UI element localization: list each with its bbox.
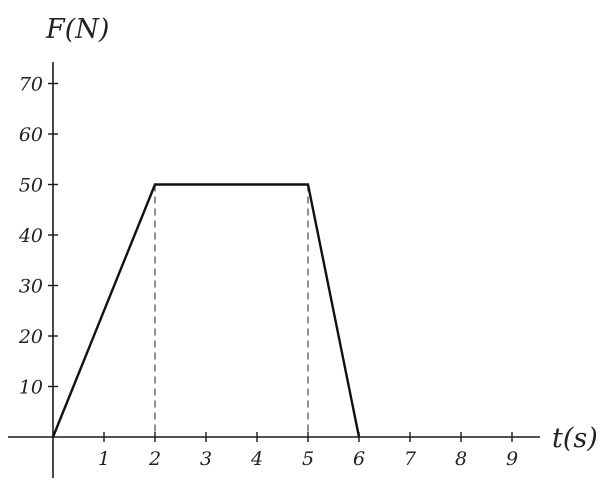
x-tick-label-1: 1 xyxy=(98,448,110,470)
x-tick-label-5: 5 xyxy=(302,448,314,470)
series-group xyxy=(51,183,361,438)
y-tick-label-70: 70 xyxy=(19,74,43,96)
y-tick-label-20: 20 xyxy=(18,326,43,348)
x-tick-label-4: 4 xyxy=(250,448,263,470)
guide-lines xyxy=(154,184,309,437)
y-tick-label-60: 60 xyxy=(19,124,43,146)
y-tick-label-40: 40 xyxy=(18,225,43,247)
x-tick-label-2: 2 xyxy=(148,448,161,470)
x-tick-label-6: 6 xyxy=(353,448,365,470)
y-tick-label-10: 10 xyxy=(19,377,43,399)
x-tick-label-9: 9 xyxy=(506,448,518,470)
x-tick-label-7: 7 xyxy=(404,448,417,470)
x-tick-label-3: 3 xyxy=(200,448,212,470)
series-line-1 xyxy=(51,183,361,438)
y-tick-label-30: 30 xyxy=(19,276,43,298)
x-axis-title: t(s) xyxy=(552,423,598,454)
x-tick-label-8: 8 xyxy=(455,448,467,470)
y-axis-title: F(N) xyxy=(45,14,109,45)
y-tick-label-50: 50 xyxy=(19,175,43,197)
y-ticks: 10 20 30 40 50 60 70 xyxy=(18,74,58,399)
x-ticks: 1 2 3 4 5 6 7 8 9 xyxy=(98,432,518,470)
